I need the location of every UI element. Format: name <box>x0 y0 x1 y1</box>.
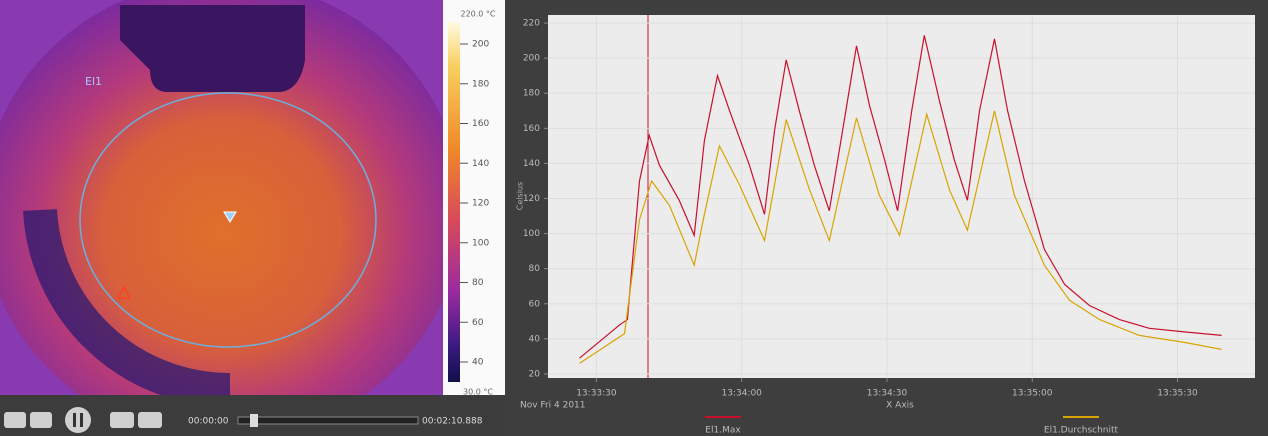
stop-button[interactable] <box>30 412 52 428</box>
legend-label: El1.Max <box>705 426 741 436</box>
total-time: 00:02:10.888 <box>422 417 483 427</box>
colorbar: 220.0 °C 30.0 °C <box>443 0 505 397</box>
thermal-panel: El1 <box>0 0 462 436</box>
seek-bar[interactable] <box>237 416 419 425</box>
loop-button[interactable] <box>4 412 26 428</box>
y-tick-label: 40 <box>529 334 541 344</box>
max-marker <box>116 285 132 299</box>
y-tick-label: 120 <box>523 194 540 204</box>
y-tick-label: 180 <box>523 89 540 99</box>
y-tick-label: 60 <box>529 299 541 309</box>
x-tick-label: 13:34:30 <box>867 389 908 399</box>
colorbar-bottom-label: 30.0 °C <box>463 388 493 397</box>
pause-icon <box>80 413 83 427</box>
pause-icon <box>73 413 76 427</box>
ellipse-label: El1 <box>85 75 102 88</box>
colorbar-tick-label: 180 <box>472 79 489 89</box>
colorbar-tick-label: 120 <box>472 199 489 209</box>
x-tick-label: 13:35:30 <box>1157 389 1198 399</box>
pause-button[interactable] <box>65 407 91 433</box>
y-axis-label: Celsius <box>516 182 525 210</box>
measure-ellipse <box>79 92 377 348</box>
date-label: Nov Fri 4 2011 <box>520 401 586 411</box>
colorbar-tick-label: 40 <box>472 358 484 368</box>
legend-label: El1.Durchschnitt <box>1044 426 1119 436</box>
colorbar-tick-label: 140 <box>472 159 489 169</box>
colorbar-gradient <box>448 22 460 382</box>
step-forward-button[interactable] <box>138 412 162 428</box>
colorbar-tick-label: 200 <box>472 40 489 50</box>
step-back-button[interactable] <box>110 412 134 428</box>
y-tick-label: 200 <box>523 54 540 64</box>
y-tick-label: 220 <box>523 19 540 29</box>
colorbar-tick-label: 100 <box>472 238 489 248</box>
player-toolbar: 00:00:00 00:02:10.888 <box>0 395 505 436</box>
colorbar-tick-label: 80 <box>472 278 484 288</box>
cold-ring <box>23 208 231 408</box>
x-tick-label: 13:34:00 <box>721 389 762 399</box>
plot-area <box>548 15 1255 378</box>
y-tick-label: 20 <box>529 369 541 379</box>
x-tick-label: 13:35:00 <box>1012 389 1053 399</box>
dark-object <box>120 5 305 92</box>
x-axis-label: X Axis <box>886 401 914 411</box>
min-marker <box>223 211 237 223</box>
data-line <box>579 110 1222 364</box>
data-line <box>579 35 1222 359</box>
colorbar-tick-label: 60 <box>472 318 484 328</box>
colorbar-top-label: 220.0 °C <box>460 10 495 19</box>
y-tick-label: 140 <box>523 159 540 169</box>
x-tick-label: 13:33:30 <box>576 389 617 399</box>
y-tick-label: 80 <box>529 264 541 274</box>
y-tick-label: 100 <box>523 229 540 239</box>
current-time: 00:00:00 <box>188 417 229 427</box>
y-tick-label: 160 <box>523 124 540 134</box>
seek-handle[interactable] <box>250 414 258 427</box>
colorbar-tick-label: 160 <box>472 119 489 129</box>
